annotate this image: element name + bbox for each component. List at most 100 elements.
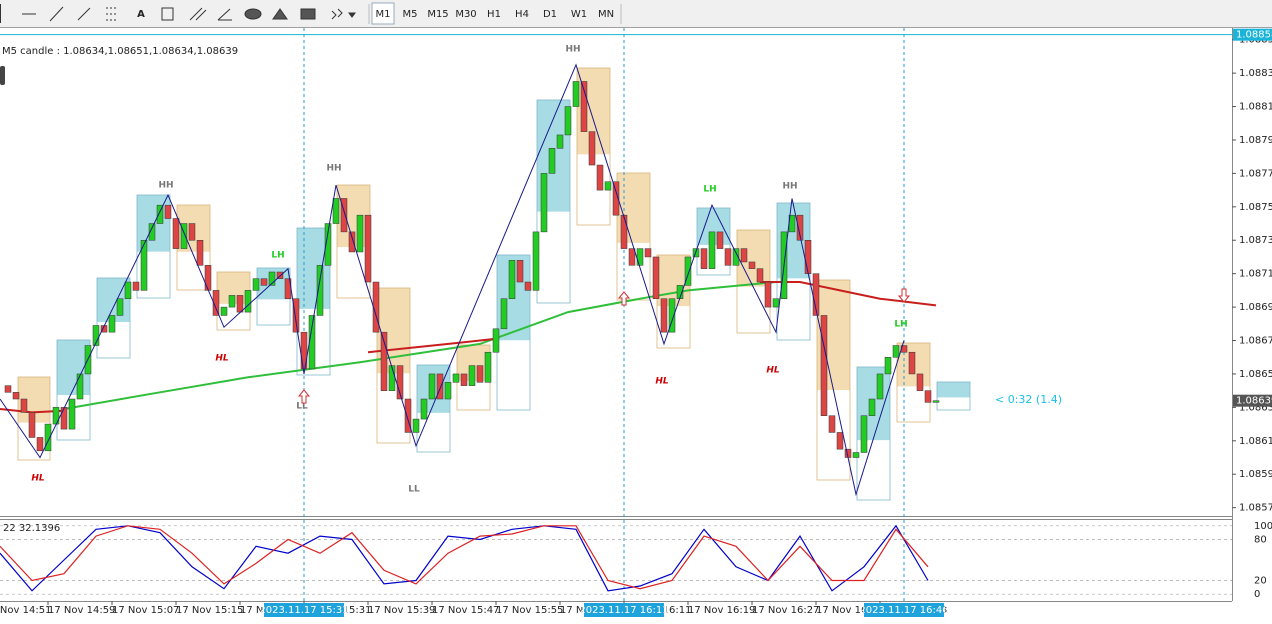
zone-outline xyxy=(856,366,891,501)
candle-body xyxy=(756,268,764,283)
time-tick-label: 17 Nov 14:51 xyxy=(0,605,51,616)
swing-label: HL xyxy=(766,366,780,376)
candle-body xyxy=(556,134,564,149)
swing-label: HL xyxy=(215,354,229,364)
price-tick-label: 1.08835 xyxy=(1239,68,1272,79)
candle-body xyxy=(348,231,356,253)
signal-arrow xyxy=(897,288,911,303)
candle-body xyxy=(596,164,604,191)
candle-body xyxy=(36,437,44,452)
cursor-label-bg xyxy=(864,603,944,617)
swing-label: HH xyxy=(565,45,580,55)
price-tick-label: 1.08775 xyxy=(1239,168,1272,179)
price-tick-label: 1.08655 xyxy=(1239,369,1272,380)
timeframe-button[interactable]: MN xyxy=(598,9,614,20)
time-tick-label: 17 Nov 14:59 xyxy=(48,605,115,616)
candle-body xyxy=(412,418,420,433)
timeframe-button[interactable]: M1 xyxy=(376,9,391,20)
time-tick-label: 17 Nov 15:55 xyxy=(496,605,563,616)
text-tool[interactable]: A xyxy=(137,9,145,20)
candle-body xyxy=(340,198,348,233)
candle-body xyxy=(332,198,340,224)
timeframe-button[interactable]: D1 xyxy=(543,9,557,20)
candle-body xyxy=(588,131,596,166)
candle-body xyxy=(772,298,780,308)
candle-body xyxy=(708,231,716,269)
candle-body xyxy=(740,248,748,263)
candle-info: M5 candle : 1.08634,1.08651,1.08634,1.08… xyxy=(2,46,238,57)
candle-body xyxy=(892,345,900,358)
candle-body xyxy=(76,373,84,400)
candle-body xyxy=(652,256,660,299)
price-tick-label: 1.08615 xyxy=(1239,436,1272,447)
cursor-label: 2023.11.17 15:31 xyxy=(259,605,348,616)
drawing-tools[interactable] xyxy=(0,4,622,24)
candle-body xyxy=(724,248,732,266)
timeframe-button[interactable]: W1 xyxy=(571,9,587,20)
timeframe-button[interactable]: H4 xyxy=(515,9,529,20)
candle-body xyxy=(132,281,140,291)
swing-label: HH xyxy=(326,164,341,174)
candle-body xyxy=(836,432,844,450)
zone-outline xyxy=(656,254,691,349)
price-tick-label: 1.08595 xyxy=(1239,469,1272,480)
candle-body xyxy=(164,204,172,219)
candle-body xyxy=(612,181,620,216)
candle-body xyxy=(20,398,28,413)
price-tick-label: 1.08795 xyxy=(1239,135,1272,146)
indicator-line xyxy=(0,524,929,592)
swing-label: LH xyxy=(271,251,284,261)
candle-body xyxy=(212,290,220,316)
time-tick-label: 17 Nov 16:35 xyxy=(816,605,883,616)
candle-body xyxy=(636,248,644,266)
candle-body xyxy=(28,412,36,438)
timeframe-button[interactable]: M5 xyxy=(403,9,418,20)
candle-body xyxy=(548,148,556,174)
candle-body xyxy=(380,331,388,391)
timeframe-button[interactable]: H1 xyxy=(487,9,501,20)
candle-body xyxy=(188,223,196,241)
candle-body xyxy=(476,365,484,383)
candle-body xyxy=(716,231,724,249)
candle-body xyxy=(876,373,884,400)
candle-body xyxy=(868,398,876,416)
ask-label-bg xyxy=(1233,28,1272,41)
candle-body xyxy=(444,382,452,400)
zone-outline xyxy=(136,194,171,299)
timeframe-button[interactable]: M15 xyxy=(427,9,448,20)
candle-body xyxy=(492,328,500,353)
swing-label: HH xyxy=(782,182,797,192)
candle-body xyxy=(300,331,308,370)
candle-body xyxy=(196,239,204,266)
price-tick-label: 1.08675 xyxy=(1239,336,1272,347)
candle-body xyxy=(292,298,300,333)
candle-body xyxy=(316,265,324,316)
zone-outline xyxy=(17,376,51,461)
candle-body xyxy=(620,214,628,249)
cursor-label: 2023.11.17 16:46 xyxy=(859,605,948,616)
candle-body xyxy=(108,315,116,333)
signal-arrow xyxy=(297,389,311,404)
panel-handle xyxy=(0,66,5,85)
candle-body xyxy=(796,214,804,241)
timeframe-button[interactable]: M30 xyxy=(455,9,476,20)
zone-outline xyxy=(896,342,931,423)
price-tick-label: 1.08715 xyxy=(1239,269,1272,280)
candle-timer: < 0:32 (1.4) xyxy=(995,393,1062,406)
candle-body xyxy=(52,407,60,425)
swing-label: HL xyxy=(31,474,45,484)
zone-outline xyxy=(96,277,131,359)
candle-body xyxy=(252,278,260,291)
zone-outline xyxy=(816,279,851,481)
candle-body xyxy=(932,400,940,403)
candle-body xyxy=(308,315,316,370)
price-tick-label: 1.08635 xyxy=(1239,402,1272,413)
indicator-tick-label: 0 xyxy=(1254,589,1260,600)
candle-body xyxy=(172,218,180,249)
candle-body xyxy=(204,265,212,291)
cursor-label-bg xyxy=(584,603,664,617)
candle-body xyxy=(260,278,268,286)
candle-body xyxy=(564,106,572,136)
candle-body xyxy=(124,281,132,299)
candle-body xyxy=(660,298,668,333)
